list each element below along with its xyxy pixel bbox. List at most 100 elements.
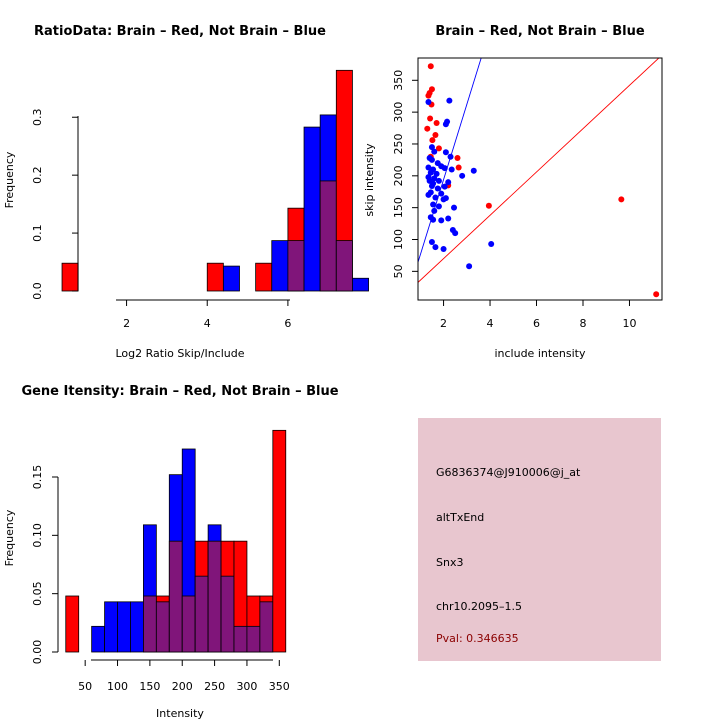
ratio-chart-title: RatioData: Brain – Red, Not Brain – Blue (34, 24, 326, 39)
x-tick-label: 6 (284, 317, 291, 330)
y-tick-label: 0.15 (31, 465, 44, 490)
info-pval: Pval: 0.346635 (436, 632, 519, 645)
overlap-bar (335, 240, 353, 292)
ratio-y-label: Frequency (3, 151, 16, 208)
x-tick-label: 10 (622, 317, 636, 330)
not-brain-point (431, 207, 438, 214)
not-brain-bar (117, 601, 131, 653)
not-brain-bar (91, 625, 105, 653)
not-brain-point (438, 217, 445, 224)
not-brain-point (430, 216, 437, 223)
not-brain-point (446, 97, 453, 104)
not-brain-point (428, 144, 435, 151)
overlap-bar (220, 575, 235, 653)
overlap-bar (259, 601, 274, 653)
overlap-bar (207, 540, 222, 653)
not-brain-point (425, 98, 432, 105)
x-tick-label: 50 (78, 680, 92, 693)
not-brain-point (427, 169, 434, 176)
scatter-y-ticks: 50 100 150 200 250 300 350 (392, 70, 418, 278)
not-brain-point (428, 239, 435, 246)
not-brain-point (488, 240, 495, 247)
y-tick-label: 150 (392, 197, 405, 218)
not-brain-point (431, 175, 438, 182)
scatter-points (424, 63, 660, 298)
brain-point (653, 291, 660, 298)
x-tick-label: 250 (204, 680, 225, 693)
scatter-x-ticks: 2 4 6 8 10 (440, 300, 636, 330)
brain-point (429, 137, 436, 144)
intensity-x-label: Intensity (156, 707, 204, 720)
not-brain-point (425, 164, 432, 171)
not-brain-bar (222, 265, 240, 292)
not-brain-point (441, 165, 448, 172)
not-brain-point (432, 244, 439, 251)
not-brain-point (428, 156, 435, 163)
y-tick-label: 0.05 (31, 581, 44, 606)
not-brain-point (442, 149, 449, 156)
not-brain-point (425, 191, 432, 198)
brain-point (432, 132, 439, 139)
y-tick-label: 0.2 (31, 166, 44, 184)
x-tick-label: 350 (269, 680, 290, 693)
not-brain-point (430, 201, 437, 208)
intensity-x-ticks: 50 100 150 200 250 300 350 (78, 660, 290, 693)
intensity-bars (65, 429, 287, 653)
x-tick-label: 300 (236, 680, 257, 693)
brain-bar (61, 262, 79, 292)
not-brain-point (433, 170, 440, 177)
scatter-x-label: include intensity (494, 347, 586, 360)
y-tick-label: 100 (392, 229, 405, 250)
not-brain-bar (130, 601, 144, 653)
y-tick-label: 0.0 (31, 282, 44, 300)
overlap-bar (181, 595, 196, 653)
y-tick-label: 0.1 (31, 224, 44, 242)
red-line (418, 58, 660, 283)
not-brain-point (440, 246, 447, 253)
intensity-y-ticks: 0.00 0.05 0.10 0.15 (31, 465, 58, 664)
not-brain-point (438, 190, 445, 197)
y-tick-label: 200 (392, 165, 405, 186)
scatter-fit-lines (418, 58, 660, 283)
ratio-x-ticks: 2 4 6 (123, 300, 291, 330)
overlap-bar (155, 601, 170, 653)
not-brain-bar (352, 277, 369, 292)
overlap-bar (143, 595, 157, 653)
x-tick-label: 6 (533, 317, 540, 330)
not-brain-point (459, 172, 466, 179)
x-tick-label: 8 (579, 317, 586, 330)
x-tick-label: 4 (487, 317, 494, 330)
intensity-chart-title: Gene Itensity: Brain – Red, Not Brain – … (21, 384, 338, 399)
x-tick-label: 200 (172, 680, 193, 693)
not-brain-point (432, 194, 439, 201)
y-tick-label: 350 (392, 70, 405, 91)
y-tick-label: 250 (392, 133, 405, 154)
intensity-histogram-panel: Gene Itensity: Brain – Red, Not Brain – … (3, 384, 339, 720)
overlap-bar (168, 540, 183, 653)
not-brain-point (448, 166, 455, 173)
brain-point (427, 63, 434, 70)
brain-bar (65, 595, 80, 653)
intensity-y-label: Frequency (3, 509, 16, 566)
overlap-bar (287, 240, 305, 292)
not-brain-point (441, 183, 448, 190)
not-brain-point (452, 230, 459, 237)
brain-bar (255, 262, 273, 292)
not-brain-point (466, 263, 473, 270)
x-tick-label: 150 (139, 680, 160, 693)
not-brain-point (445, 215, 452, 222)
not-brain-bar (104, 601, 118, 653)
not-brain-point (440, 196, 447, 203)
x-tick-label: 2 (440, 317, 447, 330)
brain-point (454, 154, 461, 161)
not-brain-point (435, 177, 442, 184)
info-location: chr10.2095–1.5 (436, 600, 522, 613)
brain-point (425, 92, 432, 99)
brain-point (433, 119, 440, 126)
brain-point (485, 202, 492, 209)
scatter-plot-frame (417, 57, 663, 301)
info-event-type: altTxEnd (436, 511, 484, 524)
overlap-bar (233, 625, 248, 653)
not-brain-bar (271, 240, 289, 292)
